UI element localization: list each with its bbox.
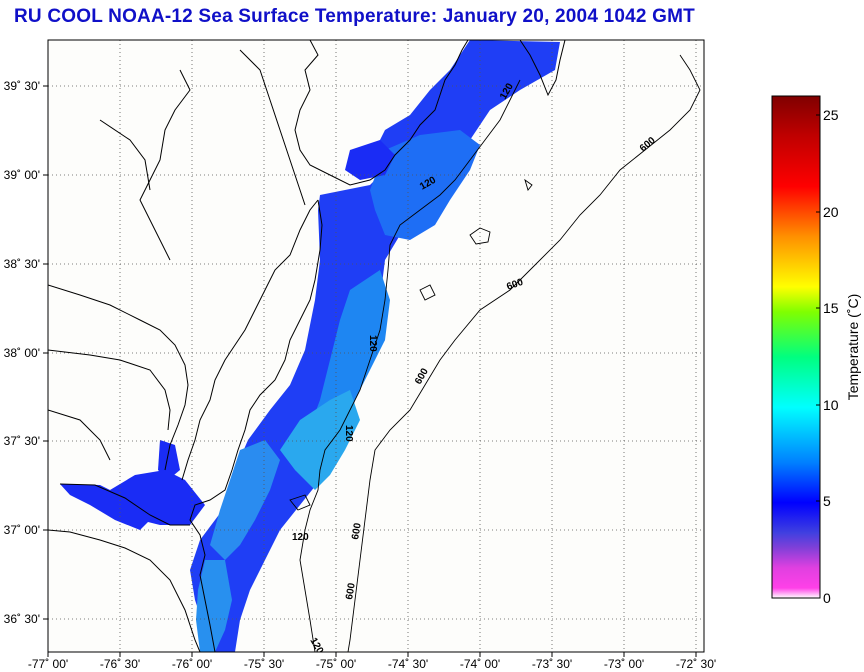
lon-label: -74˚ 00' [460, 657, 500, 671]
colorbar-tick: 10 [823, 397, 839, 413]
lat-label: 36˚ 30' [4, 612, 40, 626]
colorbar-tick: 20 [823, 204, 839, 220]
colorbar-tick: 25 [823, 107, 839, 123]
contour-label: 600 [350, 522, 364, 541]
colorbar: 25 20 15 10 5 0 Temperature (˚C) [771, 95, 861, 606]
lon-label: -77˚ 00' [28, 657, 68, 671]
colorbar-tick: 15 [823, 300, 839, 316]
lat-label: 39˚ 00' [4, 168, 40, 182]
lat-label: 38˚ 30' [4, 257, 40, 271]
lat-label: 37˚ 30' [4, 434, 40, 448]
colorbar-tick: 0 [823, 590, 831, 606]
colorbar-tick: 5 [823, 493, 831, 509]
lat-label: 37˚ 00' [4, 523, 40, 537]
lon-label: -75˚ 30' [244, 657, 284, 671]
contour-label: 120 [343, 425, 354, 442]
colorbar-label: Temperature (˚C) [845, 294, 861, 401]
contour-label: 120 [292, 532, 309, 543]
lat-label: 38˚ 00' [4, 346, 40, 360]
bathymetry-contours [289, 54, 701, 652]
axis-ticks [43, 85, 697, 657]
lon-label: -73˚ 00' [604, 657, 644, 671]
map-frame [47, 39, 705, 653]
latitude-labels: 39˚ 30' 39˚ 00' 38˚ 30' 38˚ 00' 37˚ 30' … [4, 79, 40, 626]
lon-label: -76˚ 30' [100, 657, 140, 671]
contour-label: 120 [367, 335, 378, 352]
longitude-labels: -77˚ 00' -76˚ 30' -76˚ 00' -75˚ 30' -75˚… [28, 657, 716, 671]
lon-label: -75˚ 00' [316, 657, 356, 671]
lon-label: -74˚ 30' [388, 657, 428, 671]
map-title: RU COOL NOAA-12 Sea Surface Temperature:… [14, 6, 695, 27]
lon-label: -76˚ 00' [172, 657, 212, 671]
contour-label: 600 [344, 582, 358, 601]
lon-label: -73˚ 30' [532, 657, 572, 671]
map-grid [48, 40, 704, 652]
lat-label: 39˚ 30' [4, 79, 40, 93]
coastline [48, 40, 566, 652]
lon-label: -72˚ 30' [676, 657, 716, 671]
colorbar-gradient [771, 95, 821, 599]
